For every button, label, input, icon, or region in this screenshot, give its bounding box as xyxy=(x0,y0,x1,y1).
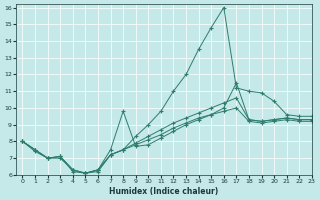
X-axis label: Humidex (Indice chaleur): Humidex (Indice chaleur) xyxy=(109,187,219,196)
